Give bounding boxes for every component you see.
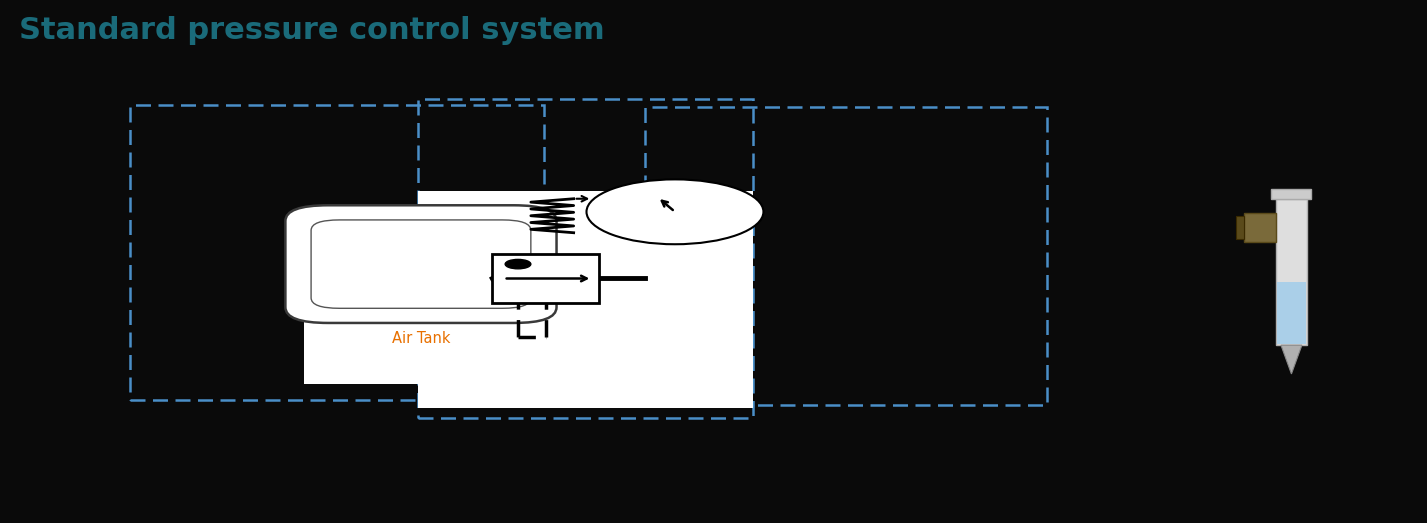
FancyBboxPatch shape [285, 206, 557, 323]
Bar [492, 254, 599, 303]
Bar [418, 191, 753, 408]
Bar [1277, 282, 1306, 344]
Bar [304, 225, 586, 384]
Bar [1276, 199, 1307, 345]
Bar [130, 105, 544, 400]
Bar [645, 107, 1047, 405]
Bar [1244, 213, 1276, 242]
Circle shape [586, 179, 763, 244]
Bar [1271, 189, 1311, 199]
Bar [1236, 216, 1244, 240]
Text: Standard pressure control system: Standard pressure control system [19, 16, 604, 44]
Polygon shape [1281, 345, 1301, 374]
Text: Air Tank: Air Tank [392, 331, 450, 346]
Circle shape [505, 259, 531, 269]
Bar [418, 99, 753, 418]
